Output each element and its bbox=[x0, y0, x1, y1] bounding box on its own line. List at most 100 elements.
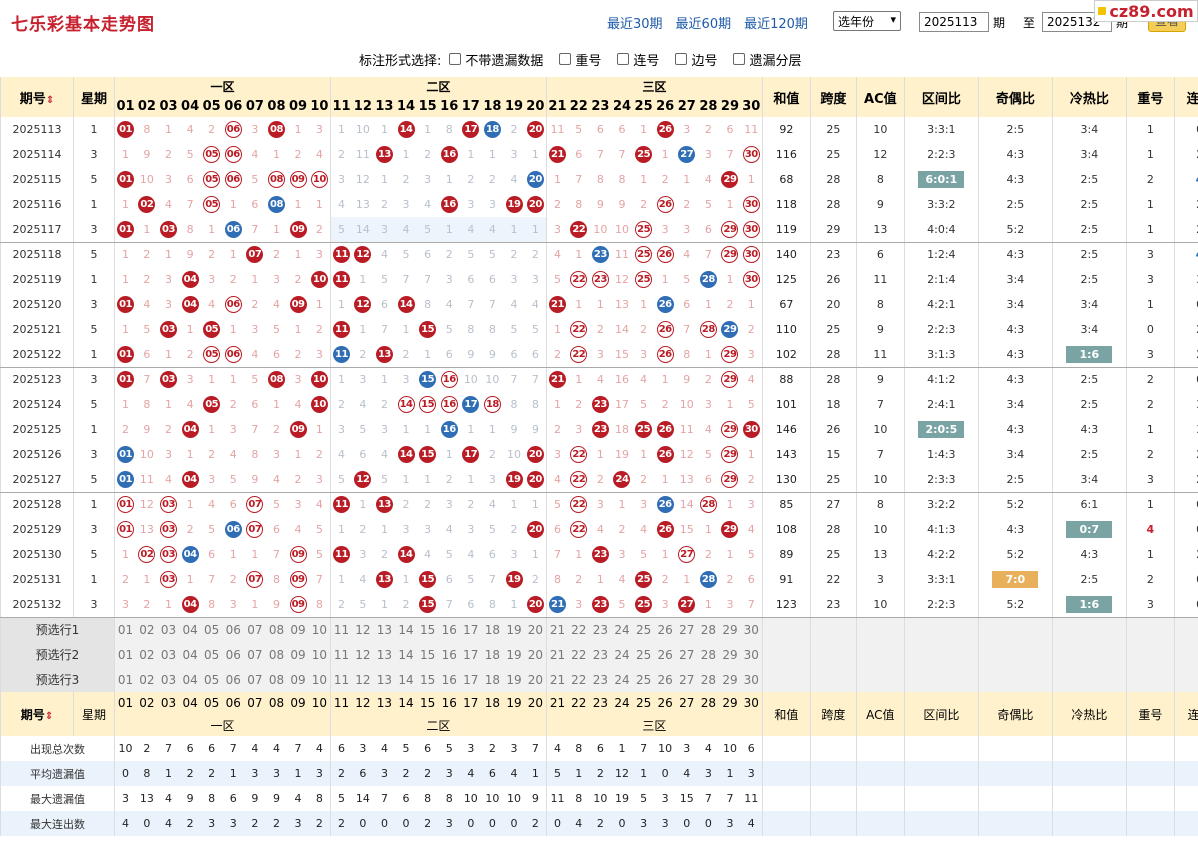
preselect-number[interactable]: 16 bbox=[438, 617, 461, 642]
preselect-number[interactable]: 11 bbox=[329, 617, 353, 642]
preselect-number[interactable]: 26 bbox=[654, 642, 676, 667]
preselect-number[interactable]: 23 bbox=[589, 642, 612, 667]
preselect-number[interactable]: 28 bbox=[697, 667, 720, 692]
preselect-number[interactable]: 25 bbox=[632, 667, 655, 692]
preselect-number[interactable]: 12 bbox=[352, 667, 374, 692]
preselect-number[interactable]: 30 bbox=[740, 617, 763, 642]
preselect-number[interactable]: 27 bbox=[675, 667, 698, 692]
preselect-number[interactable]: 29 bbox=[719, 617, 741, 642]
preselect-number[interactable]: 23 bbox=[589, 617, 612, 642]
preselect-number[interactable]: 07 bbox=[244, 617, 266, 642]
to-issue-input[interactable]: 2025132 bbox=[1042, 12, 1112, 32]
preselect-number[interactable]: 28 bbox=[697, 642, 720, 667]
preselect-number[interactable]: 18 bbox=[481, 667, 504, 692]
preselect-number[interactable]: 07 bbox=[244, 667, 266, 692]
link-recent-60[interactable]: 最近60期 bbox=[675, 17, 732, 32]
preselect-number[interactable]: 06 bbox=[222, 617, 245, 642]
preselect-number[interactable]: 15 bbox=[416, 642, 439, 667]
preselect-number[interactable]: 25 bbox=[632, 642, 655, 667]
sort-icon[interactable]: ⇕ bbox=[45, 94, 55, 106]
preselect-number[interactable]: 12 bbox=[352, 642, 374, 667]
preselect-number[interactable]: 13 bbox=[373, 617, 396, 642]
preselect-number[interactable]: 01 bbox=[114, 642, 137, 667]
preselect-number[interactable]: 03 bbox=[157, 667, 180, 692]
preselect-number[interactable]: 11 bbox=[329, 642, 353, 667]
preselect-number[interactable]: 27 bbox=[675, 617, 698, 642]
checkbox-icon[interactable] bbox=[617, 53, 630, 65]
preselect-number[interactable]: 10 bbox=[308, 667, 331, 692]
preselect-number[interactable]: 29 bbox=[719, 667, 741, 692]
link-recent-120[interactable]: 最近120期 bbox=[744, 17, 808, 32]
link-recent-30[interactable]: 最近30期 bbox=[607, 17, 663, 32]
preselect-number[interactable]: 15 bbox=[416, 667, 439, 692]
preselect-number[interactable]: 22 bbox=[568, 642, 590, 667]
preselect-number[interactable]: 01 bbox=[114, 667, 137, 692]
preselect-number[interactable]: 30 bbox=[740, 667, 763, 692]
preselect-number[interactable]: 01 bbox=[114, 617, 137, 642]
preselect-number[interactable]: 23 bbox=[589, 667, 612, 692]
preselect-number[interactable]: 13 bbox=[373, 667, 396, 692]
preselect-number[interactable]: 13 bbox=[373, 642, 396, 667]
checkbox-icon[interactable] bbox=[733, 53, 746, 65]
option-repeat[interactable]: 重号 bbox=[559, 50, 601, 69]
preselect-number[interactable]: 29 bbox=[719, 642, 741, 667]
preselect-number[interactable]: 14 bbox=[395, 617, 417, 642]
preselect-number[interactable]: 26 bbox=[654, 617, 676, 642]
preselect-number[interactable]: 05 bbox=[200, 642, 223, 667]
preselect-number[interactable]: 17 bbox=[460, 642, 482, 667]
preselect-number[interactable]: 21 bbox=[545, 617, 568, 642]
preselect-number[interactable]: 22 bbox=[568, 667, 590, 692]
preselect-number[interactable]: 21 bbox=[545, 642, 568, 667]
option-edge[interactable]: 边号 bbox=[675, 50, 717, 69]
preselect-number[interactable]: 24 bbox=[611, 617, 633, 642]
preselect-number[interactable]: 27 bbox=[675, 642, 698, 667]
from-issue-input[interactable]: 2025113 bbox=[919, 12, 989, 32]
option-no-miss[interactable]: 不带遗漏数据 bbox=[449, 50, 543, 69]
preselect-number[interactable]: 20 bbox=[524, 617, 547, 642]
preselect-number[interactable]: 19 bbox=[503, 667, 525, 692]
preselect-number[interactable]: 26 bbox=[654, 667, 676, 692]
preselect-number[interactable]: 06 bbox=[222, 667, 245, 692]
preselect-number[interactable]: 10 bbox=[308, 617, 331, 642]
preselect-number[interactable]: 04 bbox=[179, 642, 201, 667]
preselect-number[interactable]: 14 bbox=[395, 667, 417, 692]
preselect-number[interactable]: 16 bbox=[438, 642, 461, 667]
preselect-number[interactable]: 08 bbox=[265, 617, 288, 642]
col-issue[interactable]: 期号⇕ bbox=[0, 77, 74, 117]
preselect-number[interactable]: 08 bbox=[265, 667, 288, 692]
preselect-number[interactable]: 24 bbox=[611, 667, 633, 692]
preselect-number[interactable]: 03 bbox=[157, 642, 180, 667]
preselect-number[interactable]: 12 bbox=[352, 617, 374, 642]
sort-icon[interactable]: ⇕ bbox=[44, 710, 54, 722]
preselect-number[interactable]: 18 bbox=[481, 617, 504, 642]
preselect-number[interactable]: 19 bbox=[503, 642, 525, 667]
preselect-number[interactable]: 25 bbox=[632, 617, 655, 642]
preselect-number[interactable]: 09 bbox=[287, 667, 309, 692]
year-select[interactable]: 选年份 bbox=[833, 11, 901, 31]
preselect-number[interactable]: 17 bbox=[460, 667, 482, 692]
preselect-number[interactable]: 05 bbox=[200, 667, 223, 692]
preselect-number[interactable]: 06 bbox=[222, 642, 245, 667]
preselect-number[interactable]: 24 bbox=[611, 642, 633, 667]
preselect-number[interactable]: 03 bbox=[157, 617, 180, 642]
preselect-number[interactable]: 02 bbox=[136, 667, 158, 692]
checkbox-icon[interactable] bbox=[675, 53, 688, 65]
preselect-number[interactable]: 14 bbox=[395, 642, 417, 667]
preselect-number[interactable]: 02 bbox=[136, 617, 158, 642]
preselect-number[interactable]: 08 bbox=[265, 642, 288, 667]
preselect-number[interactable]: 22 bbox=[568, 617, 590, 642]
preselect-number[interactable]: 09 bbox=[287, 617, 309, 642]
preselect-number[interactable]: 20 bbox=[524, 642, 547, 667]
preselect-number[interactable]: 15 bbox=[416, 617, 439, 642]
preselect-number[interactable]: 05 bbox=[200, 617, 223, 642]
preselect-number[interactable]: 04 bbox=[179, 667, 201, 692]
checkbox-icon[interactable] bbox=[559, 53, 572, 65]
preselect-number[interactable]: 30 bbox=[740, 642, 763, 667]
preselect-number[interactable]: 18 bbox=[481, 642, 504, 667]
preselect-number[interactable]: 16 bbox=[438, 667, 461, 692]
preselect-number[interactable]: 10 bbox=[308, 642, 331, 667]
preselect-number[interactable]: 11 bbox=[329, 667, 353, 692]
checkbox-icon[interactable] bbox=[449, 53, 462, 65]
preselect-number[interactable]: 19 bbox=[503, 617, 525, 642]
option-consecutive[interactable]: 连号 bbox=[617, 50, 659, 69]
